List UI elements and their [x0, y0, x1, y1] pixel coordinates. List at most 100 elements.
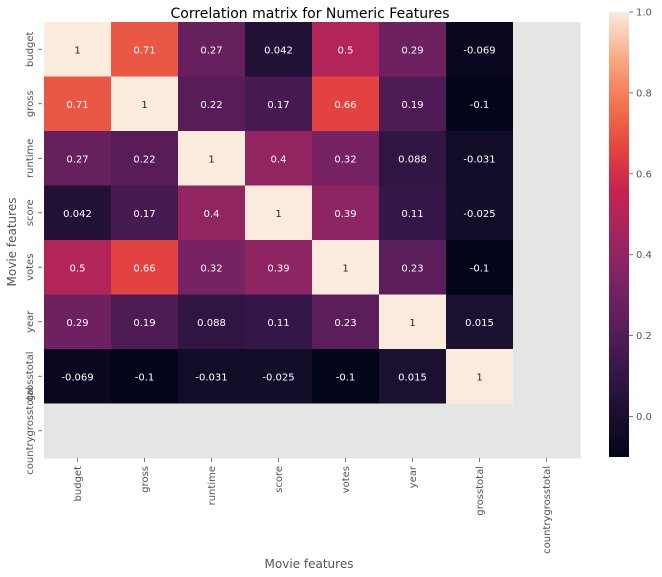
heatmap-cell	[513, 22, 581, 77]
colorbar-ticks: 1.0 0.8 0.6 0.4 0.2 0.0	[629, 8, 652, 423]
heatmap-cell	[178, 403, 246, 459]
y-tick-label: score	[25, 199, 36, 226]
cell-value-label: 1	[74, 45, 80, 56]
heatmap-cell	[513, 131, 581, 186]
cell-value-label: -0.1	[336, 372, 356, 383]
cell-value-label: -0.069	[61, 372, 93, 383]
cell-value-label: 1	[141, 100, 147, 111]
cell-value-label: 0.088	[197, 318, 226, 329]
colorbar-tick-label: 0.2	[636, 331, 652, 342]
heatmap-cell	[178, 76, 246, 132]
heatmap-cell	[111, 185, 179, 241]
y-tick-label: runtime	[25, 139, 36, 178]
heatmap-cell	[379, 131, 447, 186]
cell-value-label: 0.11	[401, 209, 423, 220]
cell-value-label: 0.4	[271, 154, 287, 165]
heatmap-cell	[446, 349, 514, 404]
heatmap-cell	[446, 403, 514, 459]
heatmap-cell	[312, 185, 380, 241]
heatmap-cell	[245, 76, 313, 132]
x-tick-label: grosstotal	[475, 466, 486, 516]
heatmap-cell	[312, 131, 380, 186]
heatmap-cell	[178, 294, 246, 350]
heatmap-cell	[245, 349, 313, 404]
heatmap-cell	[178, 131, 246, 186]
cell-value-label: 1	[208, 154, 214, 165]
cell-value-label: 0.015	[465, 318, 494, 329]
cell-value-label: 0.22	[133, 154, 155, 165]
heatmap-cell	[44, 76, 112, 132]
y-axis-title: Movie features	[5, 198, 19, 287]
x-tick-label: votes	[341, 466, 352, 493]
heatmap-cell	[44, 240, 112, 295]
heatmap-cell	[111, 403, 179, 459]
cell-value-label: -0.1	[470, 263, 490, 274]
y-tick-labels: budget gross runtime score votes year grosstot…	[25, 31, 42, 475]
cell-value-label: 0.19	[401, 100, 423, 111]
heatmap-cell	[111, 131, 179, 186]
cell-value-label: -0.069	[463, 45, 495, 56]
colorbar-tick-label: 1.0	[636, 8, 652, 19]
cell-value-label: 0.015	[398, 372, 427, 383]
y-tick-label: gross	[25, 90, 36, 117]
cell-value-label: -0.031	[195, 372, 227, 383]
heatmap-cell	[44, 403, 112, 459]
colorbar	[609, 12, 629, 457]
heatmap-cell	[513, 76, 581, 132]
cell-value-label: 0.23	[334, 318, 356, 329]
heatmap-cell	[312, 403, 380, 459]
cell-value-label: 0.66	[133, 263, 155, 274]
cell-value-label: 0.042	[63, 209, 92, 220]
heatmap-cell	[379, 22, 447, 77]
heatmap-cell	[446, 294, 514, 350]
heatmap-cell	[178, 185, 246, 241]
heatmap-cell	[379, 185, 447, 241]
cell-value-label: 1	[476, 372, 482, 383]
heatmap-cell	[446, 76, 514, 132]
heatmap-cell	[44, 349, 112, 404]
cell-value-label: 0.29	[66, 318, 88, 329]
cell-value-label: 0.22	[200, 100, 222, 111]
heatmap-cell	[379, 294, 447, 350]
cell-value-label: 0.71	[66, 100, 88, 111]
cell-value-label: 0.042	[264, 45, 293, 56]
cell-value-label: 0.71	[133, 45, 155, 56]
cell-value-label: 1	[275, 209, 281, 220]
colorbar-tick-label: 0.0	[636, 412, 652, 423]
y-tick-label: grosstotal	[25, 351, 36, 401]
x-tick-labels: budget gross runtime score votes year grosstot…	[73, 458, 553, 554]
cell-value-label: 0.17	[267, 100, 289, 111]
heatmap-cell	[245, 185, 313, 241]
heatmap-cell	[111, 349, 179, 404]
heatmap-cell	[513, 403, 581, 459]
y-tick-label: budget	[25, 31, 36, 67]
cell-value-label: 0.27	[66, 154, 88, 165]
heatmap-cell	[513, 185, 581, 241]
heatmap-cell	[312, 76, 380, 132]
cell-value-label: 1	[409, 318, 415, 329]
y-tick-label: votes	[25, 254, 36, 281]
heatmap-cell	[111, 240, 179, 295]
heatmap-cell	[446, 131, 514, 186]
heatmap-cell	[111, 22, 179, 77]
heatmap-cell-labels: 1 0.71 0.27 0.042 0.5 0.29 -0.069 0.71 1 0.22 0.17…	[61, 45, 495, 383]
heatmap-cell	[111, 294, 179, 350]
colorbar-tick-label: 0.4	[636, 250, 652, 261]
y-tick-label: countrygrosstotal	[25, 387, 36, 475]
cell-value-label: 0.5	[70, 263, 86, 274]
heatmap-cell	[446, 22, 514, 77]
x-axis-title: Movie features	[265, 557, 354, 571]
cell-value-label: -0.031	[463, 154, 495, 165]
cell-value-label: 0.39	[267, 263, 289, 274]
heatmap-cell	[178, 240, 246, 295]
heatmap-cell	[312, 240, 380, 295]
cell-value-label: 0.32	[200, 263, 222, 274]
heatmap-cell	[379, 403, 447, 459]
colorbar-tick-label: 0.6	[636, 169, 652, 180]
heatmap-cell	[446, 185, 514, 241]
heatmap-cell	[44, 22, 112, 77]
cell-value-label: -0.1	[470, 100, 490, 111]
cell-value-label: 0.4	[204, 209, 220, 220]
heatmap-cell	[44, 131, 112, 186]
